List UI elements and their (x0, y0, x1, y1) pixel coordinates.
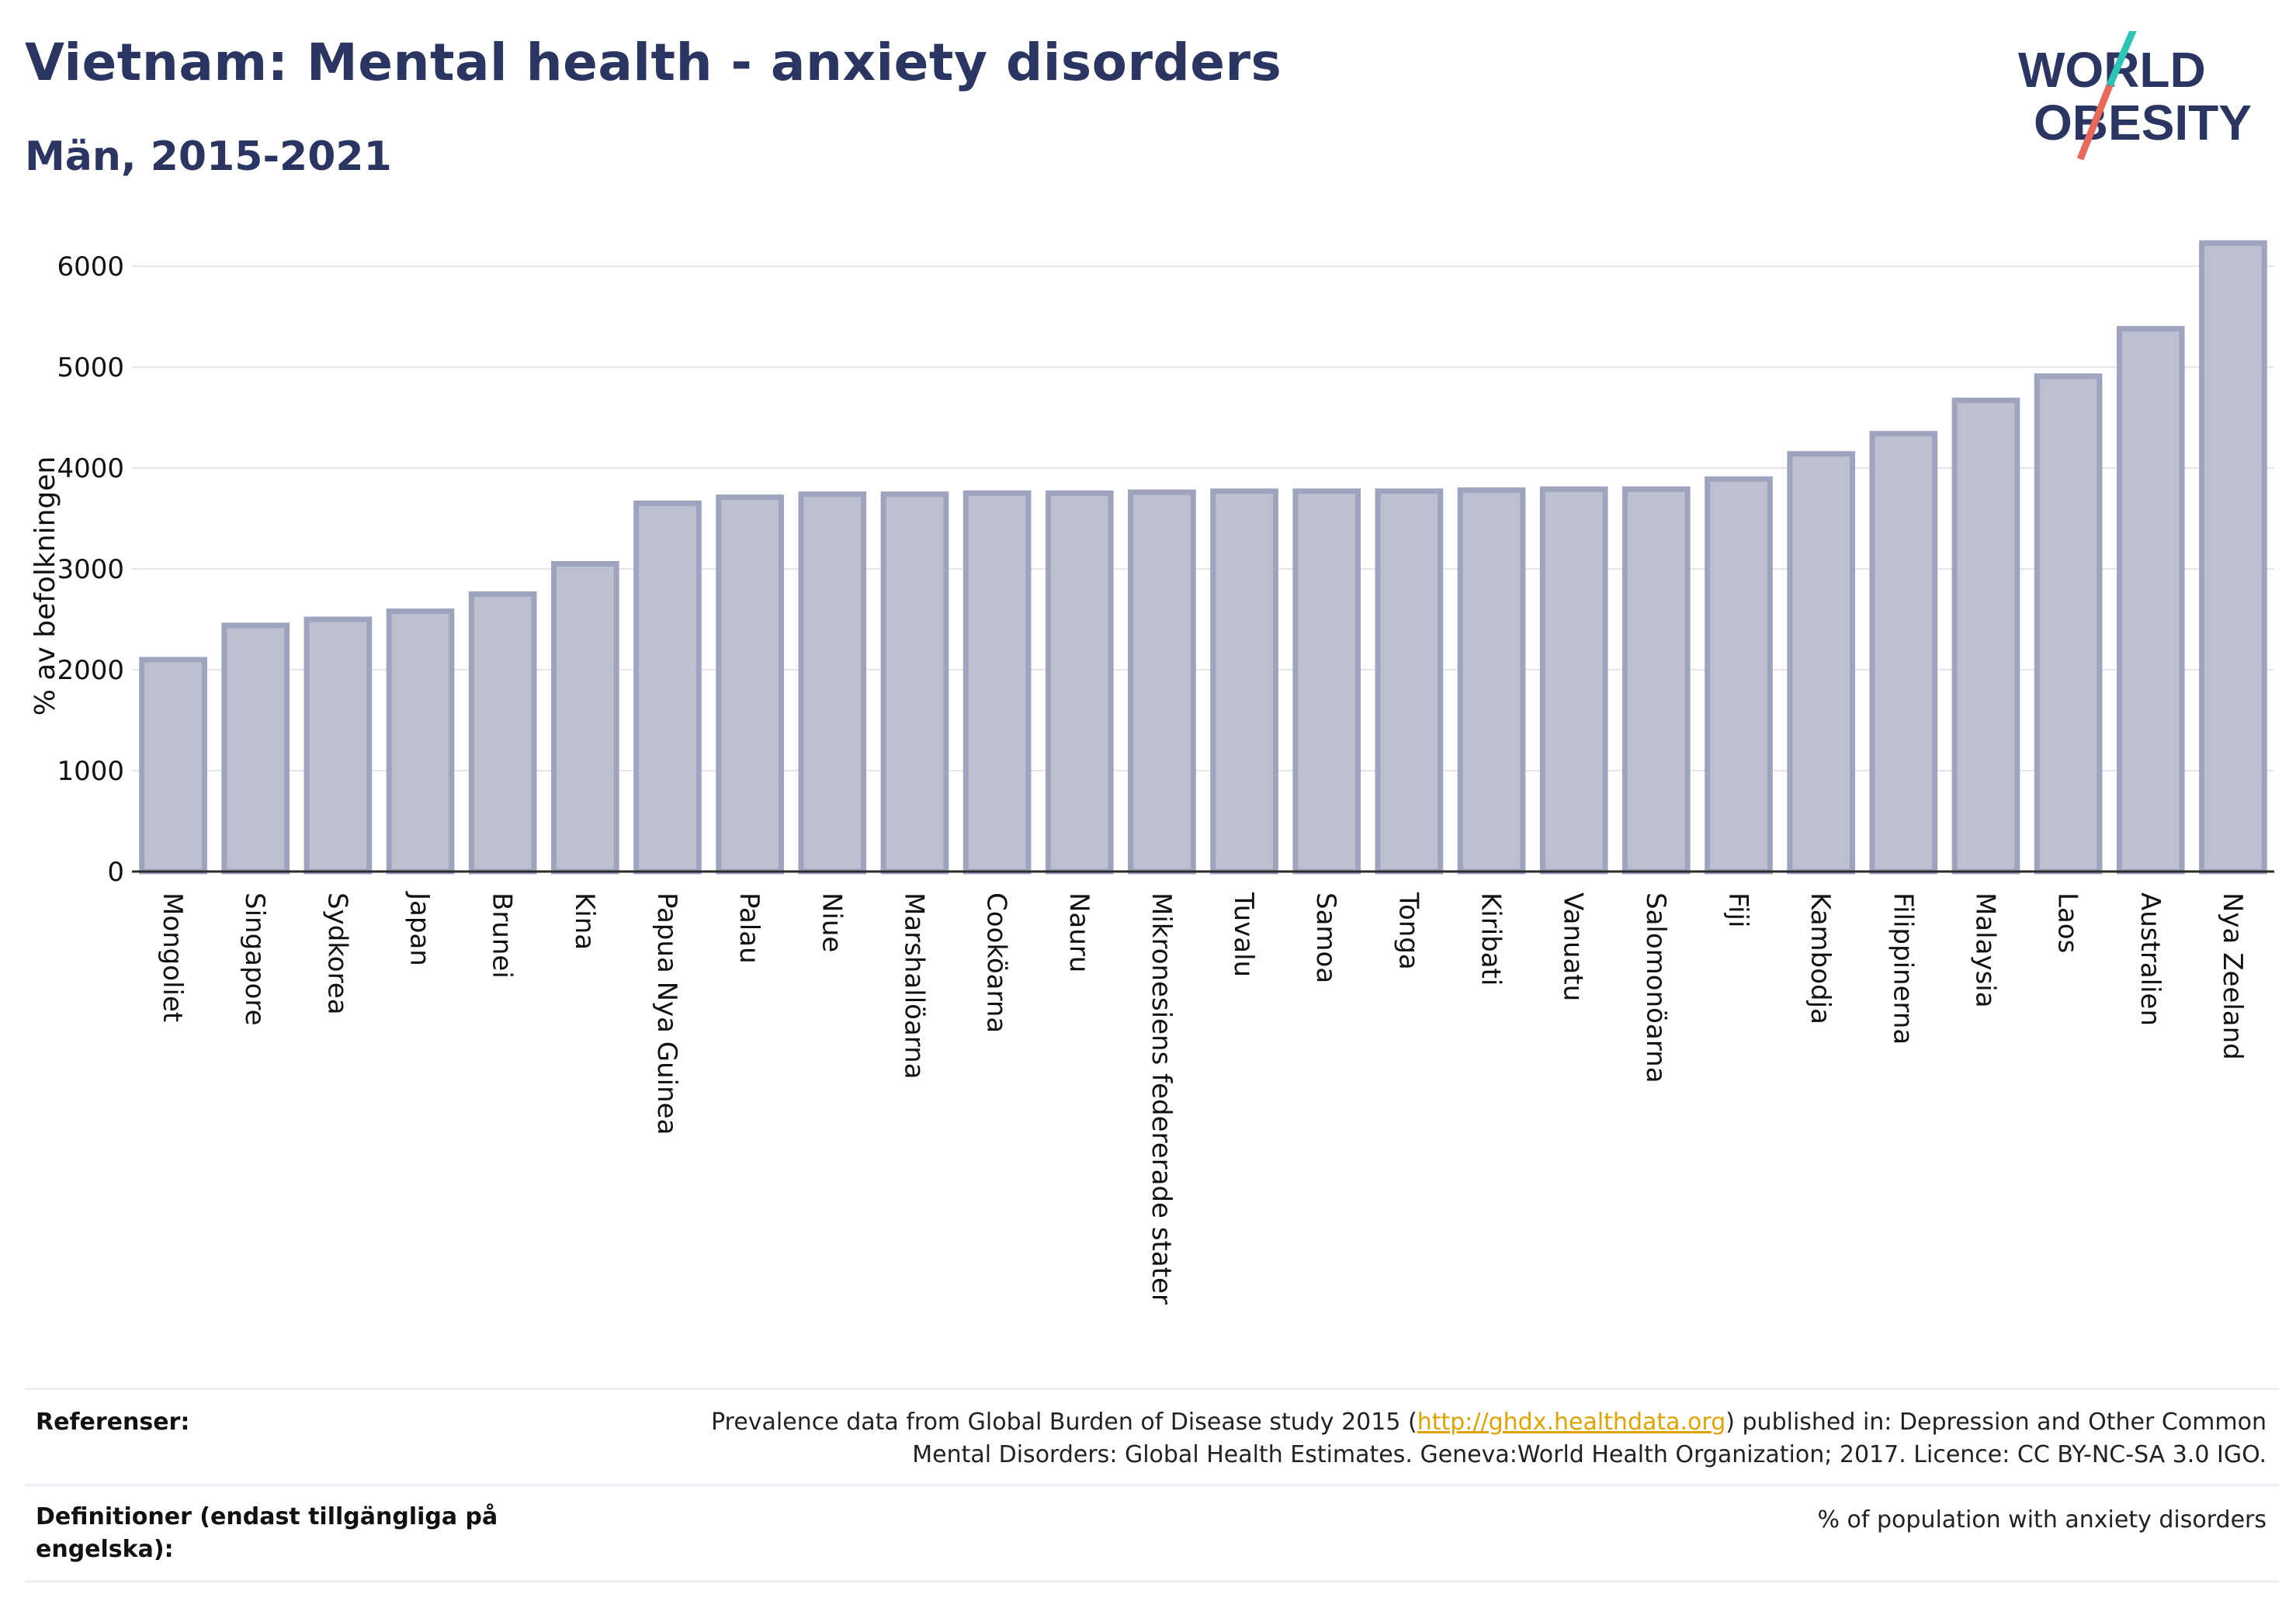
references-label: Referenser: (36, 1409, 190, 1436)
bar-10 (880, 491, 949, 875)
logo-text-obesity: OBESITY (2034, 95, 2252, 151)
bar-17 (1457, 487, 1526, 875)
y-axis-label: % av befolkningen (29, 456, 61, 716)
x-tick-label-14: Tuvalu (1228, 892, 1259, 977)
bar-1 (139, 657, 207, 875)
definitions-label-line2: engelska): (36, 1536, 174, 1563)
world-obesity-logo: WORLD OBESITY (2018, 31, 2252, 161)
bar-9 (798, 491, 867, 875)
chart-title: Vietnam: Mental health - anxiety disorde… (25, 33, 1282, 92)
bar-18 (1539, 486, 1608, 875)
x-tick-label-16: Tonga (1393, 892, 1424, 970)
bar-6 (551, 561, 619, 875)
bar-11 (962, 490, 1032, 875)
y-tick-label-1000: 1000 (57, 756, 124, 787)
bar-19 (1622, 486, 1691, 875)
bar-14 (1210, 488, 1278, 875)
bar-7 (633, 501, 702, 875)
x-tick-label-10: Marshallöarna (898, 892, 929, 1080)
y-tick-label-0: 0 (107, 857, 124, 888)
logo-slash-teal (2106, 31, 2137, 87)
bar-26 (2199, 240, 2267, 875)
bar-13 (1128, 489, 1196, 875)
x-tick-label-13: Mikronesiens federerade stater (1146, 892, 1177, 1305)
x-tick-label-3: Sydkorea (321, 892, 352, 1015)
bar-21 (1787, 451, 1855, 875)
bar-25 (2116, 326, 2185, 875)
x-tick-label-21: Kambodja (1805, 892, 1836, 1024)
x-tick-label-9: Niue (816, 892, 847, 952)
bar-23 (1951, 397, 2020, 875)
footer-divider-top (25, 1388, 2279, 1390)
definitions-label: Definitioner (endast tillgängliga på eng… (36, 1501, 498, 1566)
y-tick-label-4000: 4000 (57, 453, 124, 484)
references-text: Prevalence data from Global Burden of Di… (711, 1406, 2267, 1471)
x-tick-label-25: Australien (2135, 892, 2166, 1026)
references-text-pre: Prevalence data from Global Burden of Di… (711, 1409, 1417, 1436)
references-text-post: ) published in: Depression and Other Com… (1725, 1409, 2267, 1436)
x-tick-label-12: Nauru (1063, 892, 1094, 972)
x-tick-label-8: Palau (734, 892, 765, 964)
x-tick-label-17: Kiribati (1476, 892, 1507, 986)
bar-20 (1705, 476, 1773, 875)
x-tick-label-26: Nya Zeeland (2217, 892, 2248, 1060)
x-tick-label-2: Singapore (239, 892, 270, 1026)
x-tick-label-7: Papua Nya Guinea (651, 892, 682, 1135)
x-tick-label-22: Filippinerna (1887, 892, 1918, 1045)
y-tick-label-3000: 3000 (57, 554, 124, 585)
bar-5 (468, 591, 537, 875)
bar-22 (1869, 431, 1938, 875)
x-tick-label-4: Japan (404, 891, 435, 966)
bar-4 (386, 608, 455, 875)
footer-divider-bottom (25, 1580, 2279, 1582)
x-tick-label-1: Mongoliet (157, 892, 188, 1022)
bar-3 (303, 616, 373, 875)
definitions-text: % of population with anxiety disorders (1817, 1506, 2267, 1534)
x-tick-label-19: Salomonöarna (1640, 892, 1671, 1083)
footer-divider-mid (25, 1484, 2279, 1486)
x-tick-label-15: Samoa (1310, 892, 1341, 983)
y-tick-label-6000: 6000 (57, 251, 124, 282)
references-link[interactable]: http://ghdx.healthdata.org (1417, 1409, 1726, 1436)
x-tick-label-11: Cooköarna (981, 892, 1012, 1033)
bar-8 (716, 494, 784, 875)
bar-chart: 0 1000 2000 3000 4000 5000 6000 % av befolkning… (29, 240, 2274, 1305)
x-tick-label-18: Vanuatu (1558, 892, 1589, 1001)
chart-subtitle: Män, 2015-2021 (25, 133, 392, 180)
bar-16 (1375, 488, 1444, 875)
references-text-line2: Mental Disorders: Global Health Estimate… (912, 1441, 2267, 1468)
x-tick-label-5: Brunei (487, 892, 518, 979)
bar-24 (2034, 373, 2103, 875)
x-tick-label-20: Fiji (1722, 892, 1753, 927)
x-tick-label-23: Malaysia (1969, 892, 2000, 1008)
definitions-label-line1: Definitioner (endast tillgängliga på (36, 1503, 498, 1530)
y-tick-label-2000: 2000 (57, 655, 124, 686)
bar-15 (1292, 488, 1361, 875)
bar-12 (1045, 490, 1114, 875)
x-tick-label-24: Laos (2052, 892, 2083, 953)
bar-2 (221, 622, 290, 875)
x-tick-label-6: Kina (569, 892, 600, 950)
y-tick-label-5000: 5000 (57, 352, 124, 383)
logo-slash-coral (2076, 84, 2114, 161)
